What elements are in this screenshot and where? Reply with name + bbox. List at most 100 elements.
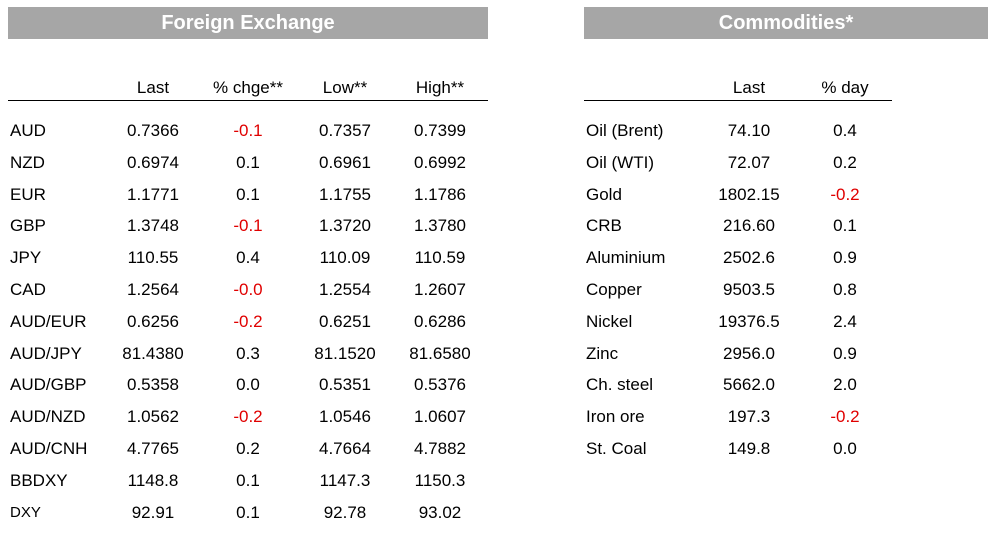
fx-currency: NZD	[10, 152, 45, 172]
fx-low: 110.09	[319, 248, 371, 268]
fx-chge: 0.1	[236, 184, 260, 204]
fx-high: 0.6286	[414, 311, 466, 331]
fx-chge: -0.1	[233, 216, 263, 236]
fx-high: 1.1786	[414, 184, 466, 204]
commodity-name: Oil (WTI)	[586, 152, 654, 172]
fx-currency: AUD/EUR	[10, 311, 87, 331]
fx-chge: 0.4	[236, 248, 260, 268]
fx-last: 0.7366	[127, 121, 179, 140]
fx-high: 4.7882	[414, 438, 466, 458]
fx-currency: AUD/JPY	[10, 343, 82, 363]
fx-low: 0.5351	[319, 375, 371, 395]
fx-last: 1.1771	[127, 184, 179, 204]
fx-currency: AUD/NZD	[10, 407, 86, 427]
fx-table-row: AUD/NZD 1.0562 -0.2 1.0546 1.0607	[0, 401, 494, 433]
commodities-header-divider	[584, 100, 892, 101]
fx-low: 92.78	[323, 502, 367, 522]
fx-last: 1.0562	[127, 407, 179, 427]
fx-high: 110.59	[414, 248, 466, 268]
fx-currency: DXY	[10, 503, 41, 521]
commodity-last: 216.60	[723, 216, 775, 236]
fx-high: 1.2607	[414, 279, 466, 299]
fx-chge: -0.2	[233, 311, 263, 331]
commodity-day: 2.4	[833, 311, 857, 331]
fx-chge: -0.0	[233, 279, 263, 299]
commodity-day: 0.9	[833, 248, 857, 268]
commodity-day: -0.2	[830, 407, 860, 427]
fx-table-row: AUD/CNH 4.7765 0.2 4.7664 4.7882	[0, 433, 494, 465]
fx-low: 4.7664	[319, 438, 371, 458]
commodity-name: Copper	[586, 279, 642, 299]
commodity-last: 2956.0	[723, 343, 775, 363]
fx-header-chge: % chge**	[213, 78, 283, 97]
commodities-table-row: Oil (WTI) 72.07 0.2	[0, 147, 994, 179]
fx-chge: 0.3	[236, 343, 260, 363]
commodities-table-row: Ch. steel 5662.0 2.0	[0, 369, 994, 401]
fx-table-row: GBP 1.3748 -0.1 1.3720 1.3780	[0, 210, 494, 242]
commodity-last: 1802.15	[718, 184, 780, 204]
fx-table-row: AUD/GBP 0.5358 0.0 0.5351 0.5376	[0, 369, 494, 401]
commodity-name: Oil (Brent)	[586, 121, 664, 140]
commodity-day: 2.0	[833, 375, 857, 395]
fx-header-last: Last	[136, 78, 170, 97]
fx-last: 1.2564	[127, 279, 179, 299]
fx-last: 81.4380	[122, 343, 184, 363]
fx-table-row: NZD 0.6974 0.1 0.6961 0.6992	[0, 147, 494, 179]
commodity-name: Nickel	[586, 311, 633, 331]
fx-high: 0.6992	[414, 152, 466, 172]
fx-currency: EUR	[10, 184, 46, 204]
fx-header-divider	[8, 100, 488, 101]
fx-table-row: AUD 0.7366 -0.1 0.7357 0.7399	[0, 115, 494, 147]
fx-last: 0.6974	[127, 152, 179, 172]
commodity-last: 5662.0	[723, 375, 775, 395]
commodity-last: 197.3	[727, 407, 771, 427]
commodity-last: 72.07	[727, 152, 771, 172]
fx-section-title: Foreign Exchange	[8, 7, 488, 39]
fx-header-high: High**	[415, 78, 465, 97]
fx-currency: GBP	[10, 216, 46, 236]
fx-currency: BBDXY	[10, 470, 68, 490]
fx-last: 0.6256	[127, 311, 179, 331]
fx-table-row: EUR 1.1771 0.1 1.1755 1.1786	[0, 179, 494, 211]
fx-header-row: Last % chge** Low** High** Last % day	[0, 78, 994, 100]
fx-chge: -0.2	[233, 407, 263, 427]
fx-last: 1.3748	[127, 216, 179, 236]
commodities-section-title: Commodities*	[584, 7, 988, 39]
fx-low: 1.2554	[319, 279, 371, 299]
commodity-day: 0.9	[833, 343, 857, 363]
commodity-last: 149.8	[727, 438, 771, 458]
commodity-name: St. Coal	[586, 438, 647, 458]
fx-low: 0.6251	[319, 311, 371, 331]
commodity-day: 0.8	[833, 279, 857, 299]
fx-last: 110.55	[127, 248, 179, 268]
fx-chge: 0.2	[236, 438, 260, 458]
fx-chge: 0.1	[236, 152, 260, 172]
commodities-table-row: Copper 9503.5 0.8	[0, 274, 994, 306]
fx-low: 0.6961	[319, 152, 371, 172]
fx-high: 1.3780	[414, 216, 466, 236]
fx-low: 1.0546	[319, 407, 371, 427]
commodity-day: 0.1	[833, 216, 857, 236]
fx-low: 1.3720	[319, 216, 371, 236]
fx-high: 0.7399	[414, 121, 466, 140]
commodity-name: Ch. steel	[586, 375, 654, 395]
commodities-table-body: Oil (Brent) 74.10 0.4 Oil (WTI) 72.07 0.2 Gold…	[0, 115, 994, 465]
fx-currency: AUD/GBP	[10, 375, 87, 395]
fx-chge: -0.1	[233, 121, 263, 140]
commodity-name: Gold	[586, 184, 622, 204]
fx-low: 1147.3	[319, 470, 371, 490]
fx-currency: CAD	[10, 279, 46, 299]
fx-currency: AUD	[10, 121, 46, 140]
fx-low: 1.1755	[319, 184, 371, 204]
fx-last: 0.5358	[127, 375, 179, 395]
fx-table-row: BBDXY 1148.8 0.1 1147.3 1150.3	[0, 465, 494, 497]
fx-high: 81.6580	[409, 343, 471, 363]
commodities-table-row: Oil (Brent) 74.10 0.4	[0, 115, 994, 147]
fx-high: 93.02	[418, 502, 462, 522]
fx-chge: 0.1	[236, 502, 260, 522]
fx-high: 1.0607	[414, 407, 466, 427]
fx-last: 92.91	[131, 502, 175, 522]
fx-last: 4.7765	[127, 438, 179, 458]
cm-header-day: % day	[821, 78, 869, 97]
commodity-name: Aluminium	[586, 248, 666, 268]
